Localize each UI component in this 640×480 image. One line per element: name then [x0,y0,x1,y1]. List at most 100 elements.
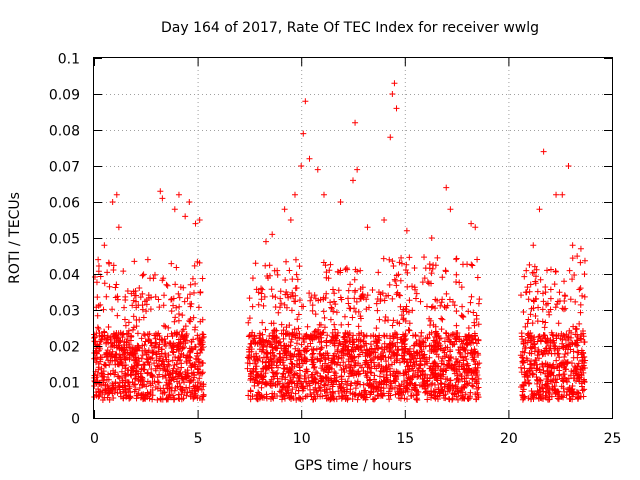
data-point [252,340,259,347]
data-point [184,370,191,377]
data-point [142,332,149,339]
data-point [418,347,425,354]
data-point [453,271,460,278]
data-point [168,384,175,391]
data-point [374,338,381,345]
data-point [303,379,310,386]
data-point [475,384,482,391]
data-point [358,391,365,398]
data-point [518,364,525,371]
data-point [423,303,430,310]
data-point [381,340,388,347]
data-point [122,371,129,378]
data-point [364,368,371,375]
data-point [277,338,284,345]
data-point [318,377,325,384]
data-point [180,395,187,402]
data-point [559,336,566,343]
data-point [338,355,345,362]
data-point [459,303,466,310]
data-point [113,191,120,198]
data-point [386,256,393,263]
data-point [535,347,542,354]
data-point [296,297,303,304]
data-point [455,346,462,353]
data-point [117,390,124,397]
data-point [99,396,106,403]
data-point [524,357,531,364]
data-point [464,366,471,373]
data-point [326,267,333,274]
data-point [554,301,561,308]
data-point [432,395,439,402]
data-point [317,384,324,391]
data-point [562,366,569,373]
data-point [196,375,203,382]
data-point [192,280,199,287]
data-point [307,340,314,347]
data-point [394,369,401,376]
data-point [323,290,330,297]
data-point [171,318,178,325]
data-point [303,366,310,373]
data-point [190,336,197,343]
data-point [449,395,456,402]
data-point [114,312,121,319]
data-point [386,341,393,348]
data-point [141,381,148,388]
data-point [253,286,260,293]
data-point [434,345,441,352]
data-point [529,320,536,327]
data-point [349,314,356,321]
data-point [91,331,98,338]
data-point [292,298,299,305]
data-point [581,293,588,300]
data-point [462,391,469,398]
data-point [147,306,154,313]
data-point [334,346,341,353]
data-point [380,332,387,339]
data-point [470,309,477,316]
data-point [408,350,415,357]
data-point [304,393,311,400]
data-point [463,370,470,377]
data-point [354,369,361,376]
data-point [311,292,318,299]
data-point [149,396,156,403]
data-point [295,311,302,318]
data-point [261,293,268,300]
data-point [175,191,182,198]
data-point [120,395,127,402]
data-point [91,334,98,341]
data-point [536,391,543,398]
data-point [393,282,400,289]
data-point [174,378,181,385]
data-point [373,342,380,349]
data-point [366,382,373,389]
data-point [316,321,323,328]
data-point [264,272,271,279]
data-point [468,293,475,300]
data-point [389,91,396,97]
data-point [170,349,177,356]
data-point [520,309,527,316]
data-point [467,299,474,306]
data-point [444,344,451,351]
data-point [404,396,411,403]
data-point [522,371,529,378]
data-point [378,368,385,375]
data-point [283,304,290,311]
data-point [283,330,290,337]
data-point [413,290,420,297]
data-point [392,329,399,336]
data-point [181,298,188,305]
data-point [581,271,588,278]
data-point [416,342,423,349]
data-point [278,321,285,328]
data-point [370,355,377,362]
data-point [93,350,100,357]
data-point [110,394,117,401]
data-point [402,266,409,273]
data-point [556,289,563,296]
data-point [560,344,567,351]
